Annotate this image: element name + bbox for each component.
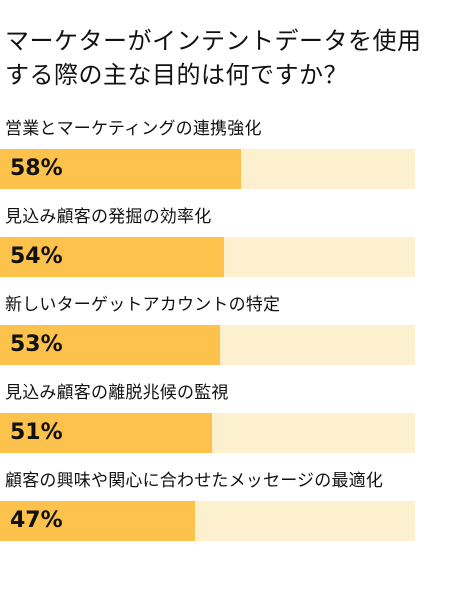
category-label: 顧客の興味や関心に合わせたメッセージの最適化 xyxy=(5,471,384,491)
category-label: 新しいターゲットアカウントの特定 xyxy=(5,295,281,315)
bar-row: 見込み顧客の発掘の効率化 54% xyxy=(0,206,450,292)
bar xyxy=(0,501,196,541)
value-label: 53% xyxy=(10,332,63,357)
bar xyxy=(0,325,220,365)
value-label: 47% xyxy=(10,508,63,533)
bar xyxy=(0,413,212,453)
category-label: 見込み顧客の離脱兆候の監視 xyxy=(5,383,229,403)
bar-track: 58% xyxy=(0,149,415,189)
bar-row: 顧客の興味や関心に合わせたメッセージの最適化 47% xyxy=(0,470,450,556)
bar xyxy=(0,149,241,189)
bar xyxy=(0,237,225,277)
category-label: 営業とマーケティングの連携強化 xyxy=(5,119,262,139)
value-label: 54% xyxy=(10,244,63,269)
bar-row: 営業とマーケティングの連携強化 58% xyxy=(0,118,450,204)
category-label: 見込み顧客の発掘の効率化 xyxy=(5,207,212,227)
value-label: 58% xyxy=(10,156,63,181)
bar-track: 47% xyxy=(0,501,415,541)
bar-track: 53% xyxy=(0,325,415,365)
bar-row: 新しいターゲットアカウントの特定 53% xyxy=(0,294,450,380)
chart-title: マーケターがインテントデータを使用する際の主な目的は何ですか？ xyxy=(5,27,422,89)
bar-track: 51% xyxy=(0,413,415,453)
bar-row: 見込み顧客の離脱兆候の監視 51% xyxy=(0,382,450,468)
value-label: 51% xyxy=(10,420,63,445)
bar-track: 54% xyxy=(0,237,415,277)
